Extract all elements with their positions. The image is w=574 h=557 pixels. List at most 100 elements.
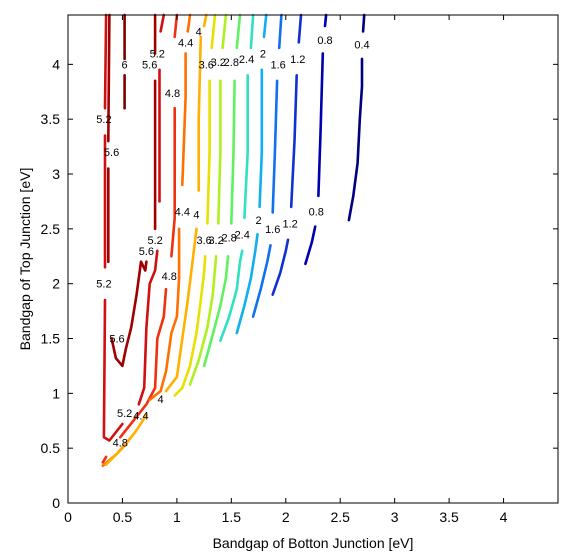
contour-label: 4.4 [175,206,190,218]
contour-label: 5.2 [147,235,162,247]
x-tick-label: 3 [391,509,399,525]
contour-line-1-2 [271,238,290,296]
plot-area [68,15,558,503]
contour-line-2 [235,233,259,335]
contour-line-5-2 [103,13,108,110]
contour-line-2 [262,13,268,39]
contour-line-1-6 [277,13,283,50]
contour-label: 5.6 [139,246,154,258]
x-tick-label: 3.5 [439,509,459,525]
contour-label: 4.4 [133,410,148,422]
contour-label: 1.6 [265,224,280,236]
contour-label: 4 [157,394,163,406]
contour-label: 3.6 [196,235,211,247]
contour-label: 5.2 [117,408,132,420]
contour-line-2-4 [243,74,249,220]
contour-label: 0.4 [354,40,369,52]
y-axis: 0 0.5 1 1.5 2 2.5 3 3.5 4 [41,56,558,511]
contour-label: 3.6 [199,59,214,71]
contour-label: 4.8 [162,271,177,283]
contour-line-5-2 [137,249,159,406]
y-tick-label: 1 [52,385,60,401]
contour-label: 5.6 [142,59,157,71]
contour-line-4 [197,35,203,192]
contour-line-5-2 [102,298,124,442]
contour-line-1-2 [297,13,303,44]
contour-labels: 65.65.65.65.65.25.25.25.25.24.84.84.84.4… [96,26,369,449]
y-tick-label: 0 [52,495,60,511]
contour-label: 1.2 [290,54,305,66]
contour-line-0-4 [347,57,364,222]
x-tick-label: 0.5 [113,509,133,525]
contour-line-3-6 [210,13,217,50]
contour-line-4-8 [170,106,176,258]
contour-label: 2 [255,215,261,227]
x-tick-label: 2.5 [330,509,350,525]
contour-line-4 [104,413,148,466]
contour-label: 3.2 [211,57,226,69]
contour-line-2-8 [202,254,230,368]
contour-line-2-8 [235,13,242,50]
contour-line-3-6 [173,254,207,397]
contour-line-2-8 [230,79,236,225]
contour-line-4 [202,13,208,28]
contour-label: 5.2 [150,48,165,60]
contour-label: 2.4 [239,54,254,66]
contour-line-5-2 [159,13,166,33]
y-axis-title: Bandgap of Top Junction [eV] [17,168,33,351]
contour-label: 0.8 [317,35,332,47]
x-tick-label: 1 [173,509,181,525]
contour-line-0-8 [304,225,317,266]
contour-line-1-6 [251,244,272,318]
x-tick-label: 0 [64,509,72,525]
contour-line-4-4 [186,13,192,33]
contour-lines [101,13,366,468]
contour-line-5-6 [107,13,111,143]
contour-label: 4.8 [113,438,128,450]
y-tick-label: 3.5 [41,111,61,127]
contour-line-4-4 [181,52,187,187]
contour-line-4-8 [101,455,108,464]
contour-line-3-2 [221,13,228,50]
contour-label: 0.8 [309,206,324,218]
contour-line-2-4 [219,249,244,343]
contour-line-0-8 [323,13,328,28]
x-tick-label: 1.5 [222,509,242,525]
y-tick-label: 2.5 [41,221,61,237]
x-tick-label: 2 [282,509,290,525]
contour-label: 5.6 [109,334,124,346]
y-tick-label: 2 [52,276,60,292]
contour-line-0-4 [361,13,366,33]
contour-label: 2.4 [235,229,250,241]
contour-line-3-6 [206,79,211,225]
y-tick-label: 0.5 [41,440,61,456]
contour-line-0-8 [317,52,325,198]
contour-label: 1.6 [271,59,286,71]
contour-line-2 [258,68,264,209]
contour-line-2-4 [249,13,255,50]
contour-line-4-8 [119,287,168,439]
contour-label: 4.4 [178,37,193,49]
y-tick-label: 1.5 [41,331,61,347]
contour-label: 2.8 [224,57,239,69]
plot-frame [67,14,559,504]
contour-label: 4 [196,26,202,38]
contour-label: 5.2 [96,114,111,126]
contour-line-4-4 [148,227,181,402]
contour-line-3-2 [217,79,222,225]
contour-label: 2 [260,48,266,60]
contour-line-3-2 [188,254,218,386]
contour-label: 4 [193,210,199,222]
contour-line-5-6 [110,260,148,368]
contour-label: 5.6 [104,147,119,159]
x-tick-label: 4 [500,509,508,525]
y-tick-label: 4 [52,56,60,72]
contour-label: 5.2 [96,279,111,291]
contour-label: 2.8 [222,233,237,245]
y-tick-label: 3 [52,166,60,182]
contour-label: 4.8 [165,88,180,100]
contour-line-4 [164,227,198,393]
contour-label: 6 [122,59,128,71]
contour-line-1-2 [289,74,299,209]
